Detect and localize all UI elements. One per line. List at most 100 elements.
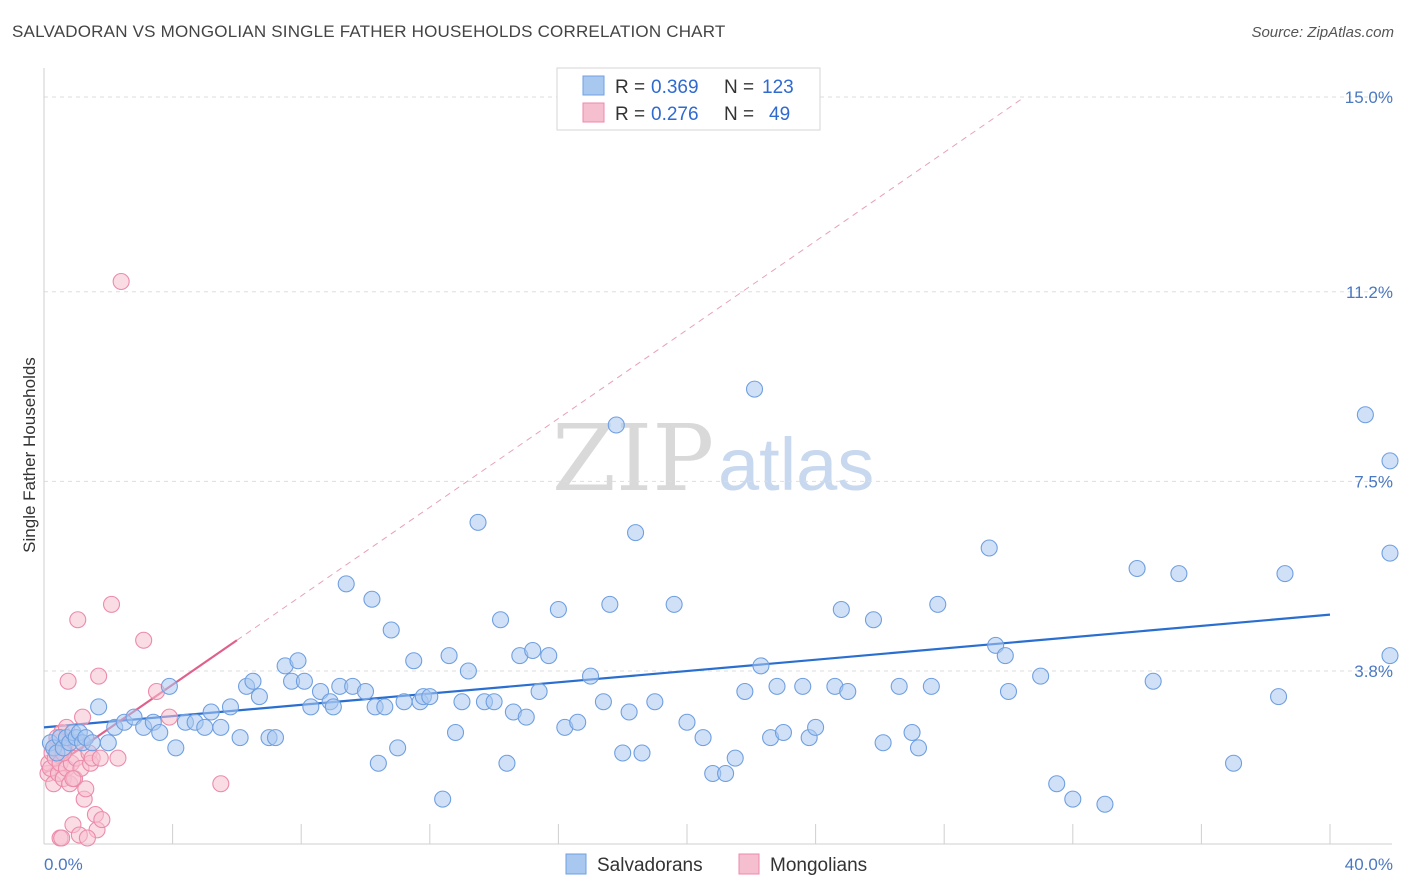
y-tick-label-3: 15.0%	[1345, 88, 1393, 107]
salvadorans-point-27	[212, 718, 230, 736]
salvadorans-point-107	[903, 723, 921, 742]
mongolians-point-19	[69, 611, 87, 629]
salvadorans-point-49	[369, 754, 387, 772]
mongolians-point-33	[102, 595, 121, 613]
chart-title: SALVADORAN VS MONGOLIAN SINGLE FATHER HO…	[12, 22, 726, 41]
salvadorans-point-14	[99, 734, 117, 752]
salvadorans-point-54	[405, 652, 423, 670]
mongolians-point-31	[91, 749, 109, 767]
trend-line-salvadorans-solid	[43, 613, 1331, 729]
mongolians-point-36	[135, 631, 153, 649]
mongolians-points	[39, 272, 230, 847]
salvadorans-point-37	[289, 652, 307, 670]
salvadorans-point-26	[202, 703, 220, 721]
salvadorans-point-96	[768, 677, 786, 695]
salvadorans-point-100	[807, 718, 825, 736]
mongolians-point-35	[112, 272, 130, 291]
salvadorans-point-113	[996, 647, 1014, 665]
legend-r-value-2: 0.276	[651, 104, 699, 125]
salvadorans-point-104	[864, 611, 883, 629]
salvadorans-point-57	[421, 688, 439, 706]
salvadorans-point-118	[1096, 795, 1114, 813]
salvadorans-point-128	[1381, 452, 1399, 470]
salvadorans-point-105	[874, 734, 892, 752]
bottom-legend-label-mongolians: Mongolians	[770, 855, 867, 876]
salvadorans-point-73	[540, 647, 558, 665]
salvadorans-point-82	[620, 703, 638, 721]
salvadorans-point-39	[302, 698, 320, 716]
salvadorans-point-25	[196, 718, 214, 736]
salvadorans-point-88	[694, 729, 712, 747]
salvadorans-point-110	[929, 595, 947, 613]
salvadorans-point-92	[736, 682, 754, 701]
legend-n-label-1: N =	[724, 77, 754, 98]
watermark-atlas: atlas	[718, 423, 874, 506]
y-axis-label: Single Father Households	[20, 357, 39, 553]
mongolians-point-38	[160, 708, 178, 726]
legend-n-label-2: N =	[724, 104, 754, 125]
gridlines	[44, 96, 1392, 672]
salvadorans-point-97	[774, 723, 793, 742]
trend-line-mongolians-extension	[236, 96, 1025, 641]
salvadorans-point-72	[530, 682, 548, 701]
axes	[43, 68, 1392, 845]
y-tick-label-1: 7.5%	[1354, 472, 1393, 491]
salvadorans-point-50	[376, 698, 394, 716]
salvadorans-point-90	[717, 764, 735, 783]
salvadorans-point-51	[382, 621, 400, 639]
salvadorans-point-46	[356, 682, 375, 701]
mongolians-point-30	[90, 667, 108, 685]
salvadorans-point-108	[909, 739, 928, 757]
salvadorans-point-83	[627, 524, 645, 542]
mongolians-point-24	[77, 780, 95, 798]
salvadorans-point-103	[839, 682, 857, 701]
mongolians-point-34	[109, 749, 127, 767]
watermark-zip: ZIP	[552, 405, 714, 512]
salvadorans-point-114	[999, 682, 1018, 701]
salvadorans-point-106	[890, 677, 908, 695]
salvadorans-point-70	[517, 708, 535, 726]
tick-labels: 3.8% 7.5% 11.2% 15.0% 0.0% 40.0%	[44, 88, 1393, 874]
salvadorans-point-71	[524, 641, 542, 660]
mongolians-point-39	[212, 775, 230, 793]
salvadorans-point-91	[726, 749, 744, 767]
salvadorans-point-52	[389, 739, 407, 757]
salvadorans-point-59	[440, 647, 458, 665]
mongolians-point-13	[59, 672, 77, 690]
salvadorans-point-120	[1144, 672, 1162, 690]
salvadorans-point-115	[1032, 667, 1050, 685]
mongolians-point-32	[93, 811, 111, 829]
salvadorans-point-31	[244, 672, 262, 690]
stats-legend: R = 0.369 N = 123 R = 0.276 N = 49	[556, 67, 821, 131]
salvadorans-point-34	[266, 729, 285, 747]
salvadorans-point-67	[498, 754, 516, 772]
legend-n-value-1: 123	[762, 77, 794, 98]
salvadorans-point-58	[434, 790, 452, 808]
salvadorans-point-29	[231, 729, 249, 747]
legend-n-value-2: 49	[769, 104, 790, 125]
salvadorans-point-84	[633, 744, 651, 762]
salvadorans-point-121	[1170, 565, 1188, 583]
salvadorans-point-44	[337, 575, 355, 593]
salvadorans-point-74	[549, 600, 567, 619]
salvadorans-point-123	[1270, 688, 1288, 706]
y-tick-label-0: 3.8%	[1354, 662, 1393, 681]
salvadorans-points	[41, 380, 1399, 813]
salvadorans-point-111	[980, 539, 998, 557]
legend-r-label-2: R =	[615, 104, 645, 125]
trend-line-salvadorans	[43, 613, 1331, 729]
legend-swatch-mongolians	[582, 102, 605, 123]
salvadorans-point-102	[832, 600, 850, 619]
salvadorans-point-12	[83, 734, 101, 752]
salvadorans-point-77	[581, 667, 600, 685]
salvadorans-point-38	[295, 672, 313, 690]
salvadorans-point-85	[646, 693, 664, 711]
salvadorans-point-117	[1064, 790, 1082, 808]
salvadorans-point-13	[90, 698, 108, 716]
salvadorans-point-125	[1356, 406, 1374, 424]
salvadorans-point-32	[250, 688, 268, 706]
salvadorans-point-78	[594, 693, 612, 711]
salvadorans-point-79	[601, 595, 619, 613]
salvadorans-point-98	[794, 677, 812, 695]
